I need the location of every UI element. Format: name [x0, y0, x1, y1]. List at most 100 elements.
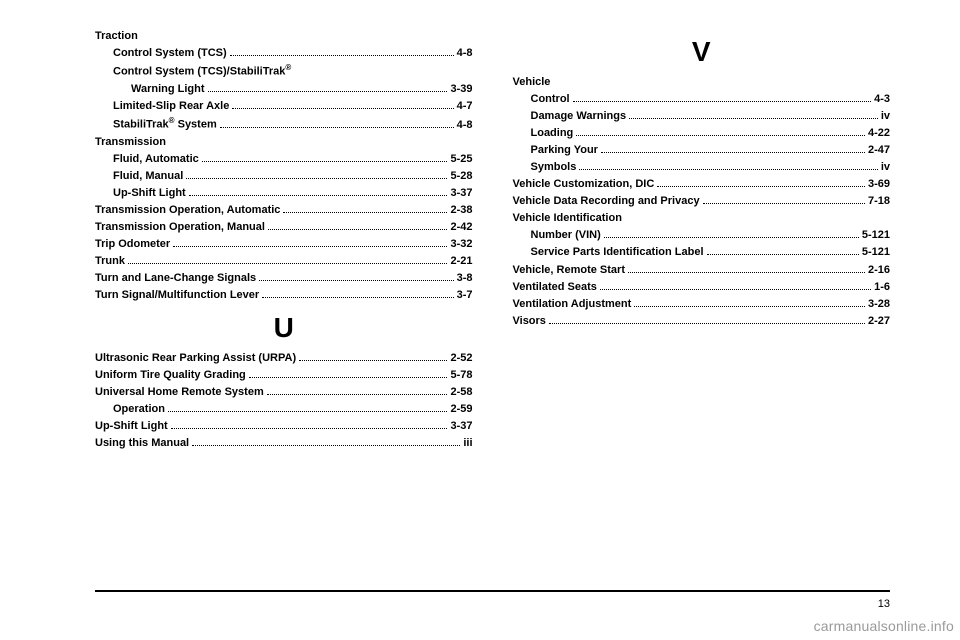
index-entry-label: Using this Manual — [95, 435, 189, 452]
leader-dots — [230, 55, 454, 56]
index-entry-page: 4-3 — [874, 91, 890, 108]
index-entry: Operation 2-59 — [95, 401, 473, 418]
index-entry-label: Fluid, Automatic — [113, 151, 199, 168]
index-entry: Universal Home Remote System 2-58 — [95, 384, 473, 401]
index-entry: Transmission Operation, Manual 2-42 — [95, 219, 473, 236]
index-entry: Parking Your2-47 — [513, 142, 891, 159]
leader-dots — [604, 237, 859, 238]
index-entry: StabiliTrak® System4-8 — [95, 115, 473, 134]
index-entry: Ultrasonic Rear Parking Assist (URPA)2-5… — [95, 350, 473, 367]
section-letter: U — [95, 312, 473, 344]
leader-dots — [208, 91, 448, 92]
leader-dots — [579, 169, 877, 170]
leader-dots — [634, 306, 865, 307]
index-entry-label: Transmission Operation, Automatic — [95, 202, 280, 219]
leader-dots — [657, 186, 865, 187]
leader-dots — [189, 195, 448, 196]
index-entry-label: Trip Odometer — [95, 236, 170, 253]
index-entry-page: 2-59 — [450, 401, 472, 418]
index-entry: Control System (TCS) 4-8 — [95, 45, 473, 62]
index-entry-label: Ventilation Adjustment — [513, 296, 632, 313]
index-entry: Using this Manual iii — [95, 435, 473, 452]
index-entry-page: 5-25 — [450, 151, 472, 168]
right-column: VVehicleControl4-3Damage WarningsivLoadi… — [513, 28, 891, 452]
index-entry-page: 3-37 — [450, 185, 472, 202]
leader-dots — [549, 323, 865, 324]
index-header: Transmission — [95, 134, 473, 151]
index-entry-page: 4-22 — [868, 125, 890, 142]
index-entry-page: 3-32 — [450, 236, 472, 253]
left-column: TractionControl System (TCS)4-8Control S… — [95, 28, 473, 452]
index-entry-page: 5-121 — [862, 244, 890, 261]
index-entry-page: 3-7 — [457, 287, 473, 304]
index-entry-page: 3-39 — [450, 81, 472, 98]
leader-dots — [202, 161, 448, 162]
index-entry-label: Ultrasonic Rear Parking Assist (URPA) — [95, 350, 296, 367]
leader-dots — [249, 377, 448, 378]
leader-dots — [192, 445, 460, 446]
index-entry-page: 4-7 — [457, 98, 473, 115]
index-entry-label: Symbols — [531, 159, 577, 176]
index-entry-label: Vehicle, Remote Start — [513, 262, 626, 279]
index-entry-label: Turn Signal/Multifunction Lever — [95, 287, 259, 304]
index-entry-page: 2-42 — [450, 219, 472, 236]
index-entry-page: 2-38 — [450, 202, 472, 219]
index-entry-page: 2-21 — [450, 253, 472, 270]
leader-dots — [232, 108, 453, 109]
index-entry: Control 4-3 — [513, 91, 891, 108]
index-entry-page: 3-37 — [450, 418, 472, 435]
index-entry-label: Up-Shift Light — [95, 418, 168, 435]
index-entry: Vehicle, Remote Start 2-16 — [513, 262, 891, 279]
index-entry-label: Fluid, Manual — [113, 168, 183, 185]
leader-dots — [259, 280, 453, 281]
index-entry: Trip Odometer 3-32 — [95, 236, 473, 253]
index-entry-label: Trunk — [95, 253, 125, 270]
index-entry-label: Number (VIN) — [531, 227, 601, 244]
index-entry: Limited-Slip Rear Axle 4-7 — [95, 98, 473, 115]
index-entry: Ventilated Seats1-6 — [513, 279, 891, 296]
index-entry-label: Loading — [531, 125, 574, 142]
leader-dots — [168, 411, 448, 412]
leader-dots — [299, 360, 447, 361]
index-entry-page: 2-16 — [868, 262, 890, 279]
index-entry-label: Ventilated Seats — [513, 279, 597, 296]
index-entry-page: iii — [463, 435, 472, 452]
index-entry-label: Visors — [513, 313, 546, 330]
section-letter: V — [513, 36, 891, 68]
leader-dots — [262, 297, 453, 298]
index-entry: Trunk 2-21 — [95, 253, 473, 270]
leader-dots — [267, 394, 448, 395]
leader-dots — [629, 118, 878, 119]
index-entry-label: Universal Home Remote System — [95, 384, 264, 401]
index-entry-label: Operation — [113, 401, 165, 418]
index-entry: Transmission Operation, Automatic 2-38 — [95, 202, 473, 219]
leader-dots — [600, 289, 871, 290]
index-entry: Damage Warnings iv — [513, 108, 891, 125]
index-entry: Number (VIN)5-121 — [513, 227, 891, 244]
index-entry-label: Transmission Operation, Manual — [95, 219, 265, 236]
leader-dots — [283, 212, 447, 213]
leader-dots — [703, 203, 865, 204]
index-entry-label: Turn and Lane-Change Signals — [95, 270, 256, 287]
index-entry-page: 2-27 — [868, 313, 890, 330]
index-entry: Fluid, Automatic 5-25 — [95, 151, 473, 168]
index-entry-label: Control — [531, 91, 570, 108]
leader-dots — [173, 246, 447, 247]
index-entry-page: 2-58 — [450, 384, 472, 401]
index-entry-label: StabiliTrak® System — [113, 115, 217, 134]
index-entry: Turn Signal/Multifunction Lever 3-7 — [95, 287, 473, 304]
index-entry-label: Control System (TCS) — [113, 45, 227, 62]
index-entry-page: 4-8 — [457, 45, 473, 62]
watermark: carmanualsonline.info — [814, 618, 954, 634]
leader-dots — [268, 229, 448, 230]
leader-dots — [186, 178, 447, 179]
leader-dots — [171, 428, 448, 429]
index-entry-page: 3-8 — [457, 270, 473, 287]
index-entry: Vehicle Customization, DIC3-69 — [513, 176, 891, 193]
index-header: Vehicle Identification — [513, 210, 891, 227]
index-entry-label: Uniform Tire Quality Grading — [95, 367, 246, 384]
index-entry-page: iv — [881, 108, 890, 125]
index-entry-page: 3-28 — [868, 296, 890, 313]
index-entry-label: Limited-Slip Rear Axle — [113, 98, 229, 115]
index-entry-label: Damage Warnings — [531, 108, 627, 125]
